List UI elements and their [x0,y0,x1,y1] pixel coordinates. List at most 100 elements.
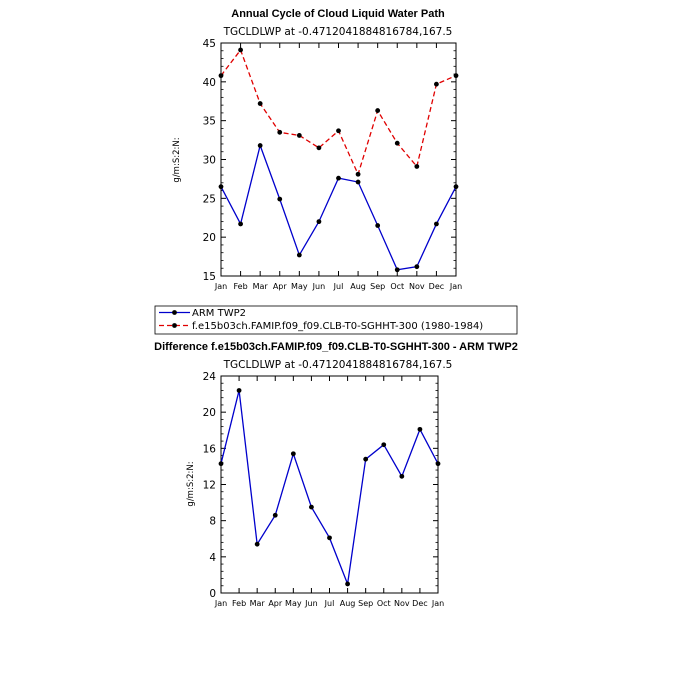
bottom-series-0-point [218,461,224,467]
bottom-ytick-label: 12 [203,480,216,492]
top-xtick-label: May [291,282,308,291]
legend-box [154,305,518,335]
bottom-chart-subtitle: TGCLDLWP at -0.4712041884816784,167.5 [223,359,453,371]
bottom-series-0-point [417,426,423,432]
bottom-series-0-point [363,456,369,462]
top-xtick-label: Mar [253,282,269,291]
top-ytick-label: 40 [203,77,216,89]
top-series-1-point [355,171,361,177]
top-ytick-label: 15 [203,271,216,283]
top-series-0-point [434,221,439,227]
bottom-xtick-label: Apr [268,599,283,608]
top-series-0-point [336,175,341,181]
bottom-ytick-label: 0 [209,588,216,600]
bottom-xtick-label: Nov [394,599,410,608]
top-chart-title: Annual Cycle of Cloud Liquid Water Path [231,8,445,20]
bottom-series-0-point [399,473,405,479]
bottom-series-line-0 [220,390,439,587]
bottom-xtick-label: Jul [324,599,335,608]
top-series-line-1 [220,48,457,177]
legend-marker-model [172,323,177,328]
bottom-series-0-point [290,451,296,457]
bottom-xtick-label: Aug [340,599,356,608]
top-xtick-label: Jan [214,282,227,291]
top-series-0-point [394,267,400,273]
bottom-series-0-point [236,388,242,393]
top-series-0-point [375,223,381,228]
top-series-1-point [257,101,263,106]
top-series-0-point [355,179,361,185]
top-xtick-label: Oct [390,282,404,291]
bottom-chart-y-axis-label: g/m:S:2:N: [186,461,196,506]
top-ytick-label: 25 [203,193,216,205]
top-series-0-point [316,219,322,225]
bottom-ytick-label: 20 [203,407,216,419]
bottom-ytick-label: 16 [203,443,217,455]
top-series-1-point [394,140,400,146]
top-series-0-point [296,252,302,258]
top-series-0-point [453,184,459,190]
top-series-0-point [257,143,263,148]
bottom-series-0-point [435,461,441,467]
bottom-series-0-point [345,581,350,587]
top-xtick-label: Dec [429,282,444,291]
bottom-xtick-label: Dec [412,599,427,608]
legend-marker-arm [172,310,177,315]
top-series-1-point [434,81,439,87]
top-series-1-point [414,164,420,169]
top-series-1-point [238,47,243,53]
top-series-0-point [238,221,243,227]
top-series-0-point [277,196,283,202]
top-series-1-point [375,108,381,113]
bottom-frame [220,375,439,594]
top-series-1-point [316,145,322,151]
top-xtick-label: Jan [449,282,462,291]
bottom-xtick-label: Oct [377,599,391,608]
bottom-plot-area: 0 4 8 12 16 20 24 Jan Feb Mar Apr May Jun Jul Aug Sep Oc… [203,371,445,608]
bottom-xtick-label: Jan [431,599,444,608]
top-ytick-label: 35 [203,116,216,128]
bottom-ytick-label: 24 [203,371,217,383]
bottom-chart: Difference f.e15b03ch.FAMIP.f09_f09.CLB-… [154,341,518,608]
top-ytick-label: 20 [203,232,216,244]
top-xtick-label: Feb [233,282,247,291]
top-xtick-label: Aug [350,282,366,291]
bottom-xtick-label: Feb [232,599,246,608]
bottom-xtick-label: May [285,599,302,608]
top-xtick-label: Jun [312,282,326,291]
bottom-series-0-point [381,442,387,448]
top-chart-subtitle: TGCLDLWP at -0.4712041884816784,167.5 [223,26,453,38]
top-series-1-point [453,73,459,79]
top-series-1-point [277,129,283,135]
top-chart: Annual Cycle of Cloud Liquid Water Path … [172,8,462,291]
top-series-1-point [296,133,302,138]
top-xtick-label: Nov [409,282,425,291]
legend-label-arm: ARM TWP2 [192,308,246,319]
top-xtick-label: Sep [370,282,385,291]
top-series-0-point [414,264,420,270]
legend-label-model: f.e15b03ch.FAMIP.f09_f09.CLB-T0-SGHHT-30… [192,321,483,332]
bottom-series-0-point [309,504,314,510]
bottom-chart-title: Difference f.e15b03ch.FAMIP.f09_f09.CLB-… [154,341,518,353]
top-series-line-0 [220,143,457,271]
bottom-series-0-point [327,535,332,541]
bottom-ytick-label: 4 [209,552,216,564]
bottom-xtick-label: Jun [304,599,318,608]
bottom-xtick-label: Mar [250,599,266,608]
bottom-series-0-point [254,541,260,547]
bottom-xtick-label: Jan [214,599,227,608]
bottom-xtick-label: Sep [358,599,373,608]
top-ytick-label: 45 [203,38,216,50]
top-xtick-label: Apr [273,282,288,291]
bottom-ytick-label: 8 [209,516,216,528]
top-ytick-label: 30 [203,155,216,167]
top-series-1-point [218,73,224,79]
top-plot-area: 15 20 25 30 35 40 45 Jan Feb Mar Apr May Jun Jul Aug Se… [203,38,463,291]
top-chart-y-axis-label: g/m:S:2:N: [172,137,182,182]
bottom-series-0-point [272,512,278,518]
top-xtick-label: Jul [333,282,344,291]
top-series-0-point [218,184,224,190]
legend: ARM TWP2 f.e15b03ch.FAMIP.f09_f09.CLB-T0… [154,305,518,335]
top-series-1-point [336,128,341,134]
